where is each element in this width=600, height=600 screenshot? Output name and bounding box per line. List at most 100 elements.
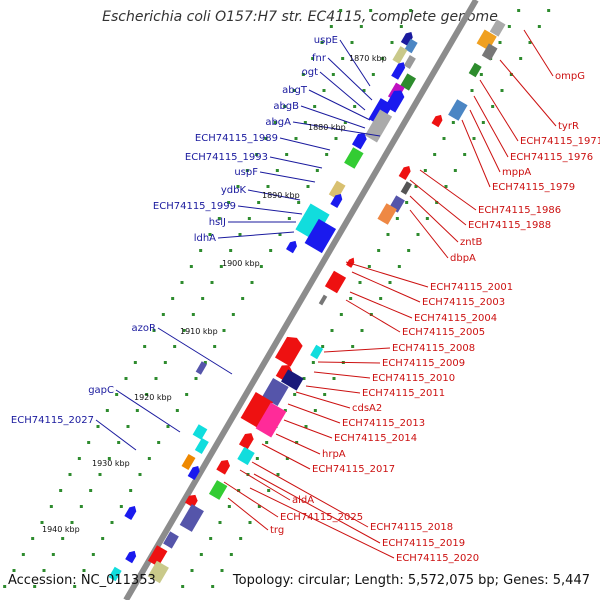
tick-dot [77, 457, 81, 460]
tick-dot [21, 553, 25, 556]
tick-dot [247, 217, 251, 220]
gene-label-ech74115-1999: ECH74115_1999 [153, 201, 236, 212]
leader-line [319, 71, 366, 111]
gene-arrow [286, 240, 297, 254]
gene-feature [255, 402, 287, 438]
gene-arrow [184, 494, 198, 508]
tick-dot [250, 281, 254, 284]
scale-labels: 1870 kbp 1880 kbp 1890 kbp 1900 kbp 1910 kbp… [42, 54, 387, 534]
tick-dot [442, 137, 446, 140]
leader-line [323, 347, 391, 353]
tick-dot [500, 89, 504, 92]
gene-arrow [187, 465, 200, 481]
gene-box [192, 424, 208, 440]
tick-dot [381, 57, 385, 60]
tick-dot [287, 217, 291, 220]
leader-line [345, 261, 429, 288]
gene-label-ech74115-2003: ECH74115_2003 [422, 297, 505, 308]
leader-line [339, 39, 371, 87]
gene-box [364, 109, 393, 143]
gene-feature [448, 99, 468, 121]
tick-dot [334, 137, 338, 140]
leader-line [461, 119, 491, 188]
tick-dot [379, 297, 383, 300]
gene-box [208, 480, 228, 500]
gene-label-uspf: uspF [234, 167, 258, 178]
gene-label-trg: trg [270, 525, 284, 536]
tick-dot [491, 105, 495, 108]
gene-feature [364, 109, 393, 143]
tick-dot [49, 505, 53, 508]
tick-dot [479, 73, 483, 76]
gene-label-ech74115-1971: ECH74115_1971 [520, 136, 600, 147]
gene-feature [324, 270, 347, 294]
gene-feature [262, 377, 289, 407]
tick-dot [248, 521, 252, 524]
gene-feature [192, 424, 208, 440]
gene-label-ech74115-2018: ECH74115_2018 [370, 522, 453, 533]
leader-line [300, 105, 366, 129]
gene-box [304, 218, 337, 254]
tick-dot [70, 521, 74, 524]
scale-label: 1870 kbp [349, 54, 387, 63]
tick-dot [269, 249, 273, 252]
gene-label-ompg: ompG [555, 71, 585, 82]
gene-box [400, 73, 417, 91]
gene-feature [147, 545, 168, 567]
tick-dot [229, 249, 233, 252]
leader-line [469, 109, 501, 173]
tick-dot [3, 585, 7, 588]
tick-dot [509, 73, 513, 76]
gene-arrow [238, 433, 254, 450]
gene-feature [240, 392, 274, 428]
gene-label-ogt: ogt [302, 67, 318, 78]
gene-feature [286, 240, 297, 254]
scale-label: 1930 kbp [92, 459, 130, 468]
gene-box [163, 531, 179, 549]
tick-dot [238, 233, 242, 236]
tick-dot [264, 137, 268, 140]
tick-dot [68, 473, 72, 476]
tick-dot [519, 57, 523, 60]
gene-label-tyrr: tyrR [558, 121, 579, 132]
tick-dot [350, 41, 354, 44]
tick-dot [304, 425, 308, 428]
tick-dot [320, 41, 324, 44]
tick-dot [231, 313, 235, 316]
tick-dot [397, 265, 401, 268]
tick-dot [329, 25, 333, 28]
gene-feature [328, 180, 346, 200]
gene-box [255, 402, 287, 438]
tick-dot [390, 41, 394, 44]
tick-dot [203, 361, 207, 364]
tick-dot [124, 377, 128, 380]
leader-line [499, 59, 557, 127]
tick-dot [89, 489, 93, 492]
label-leaders [95, 29, 557, 559]
tick-dot [98, 473, 102, 476]
tick-dot [498, 41, 502, 44]
tick-dots [3, 9, 551, 588]
leader-line [523, 29, 554, 77]
genome-backbone [123, 0, 479, 600]
tick-dot [311, 361, 315, 364]
tick-dot [297, 201, 301, 204]
gene-label-abga: abgA [265, 117, 291, 128]
gene-label-ech74115-2010: ECH74115_2010 [372, 373, 455, 384]
gene-feature [318, 294, 328, 306]
tick-dot [96, 425, 100, 428]
tick-dot [166, 425, 170, 428]
tick-dot [267, 489, 271, 492]
gene-label-abgb: abgB [273, 101, 299, 112]
leader-line [247, 189, 301, 201]
gene-label-ldha: ldhA [194, 233, 216, 244]
tick-dot [61, 537, 65, 540]
tick-dot [414, 185, 418, 188]
gene-feature [400, 181, 412, 195]
leader-line [261, 443, 311, 470]
tick-dot [435, 201, 439, 204]
gene-box [147, 560, 169, 584]
gene-box [481, 43, 498, 61]
gene-arrow [431, 114, 443, 128]
